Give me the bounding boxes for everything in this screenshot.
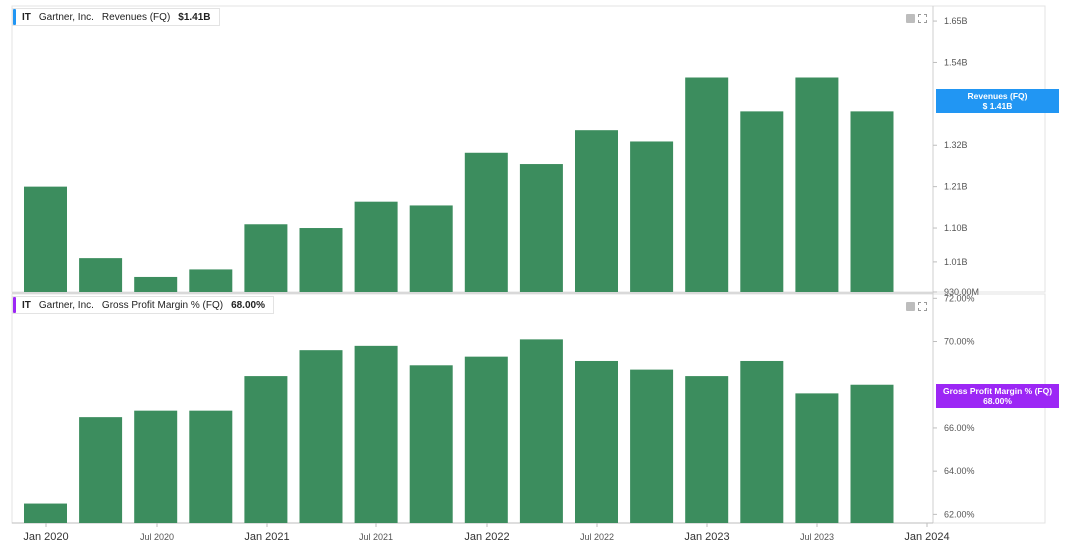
margin-ytick-label: 66.00% [944, 423, 975, 433]
download-icon[interactable] [906, 14, 915, 23]
x-tick-label: Jul 2023 [800, 532, 834, 542]
fullscreen-icon[interactable] [918, 302, 927, 311]
margin-ytick-label: 72.00% [944, 293, 975, 303]
margin-value: 68.00% [231, 299, 265, 311]
revenue-bar [519, 164, 563, 292]
margin-metric: Gross Profit Margin % (FQ) [101, 299, 224, 311]
margin-bar [134, 410, 178, 523]
margin-bar [630, 369, 674, 523]
margin-bar [575, 360, 618, 523]
revenue-tools [906, 14, 927, 23]
revenue-bar [575, 130, 618, 292]
margin-bar [464, 356, 508, 523]
revenue-value: $1.41B [178, 11, 211, 23]
margin-bar [354, 345, 398, 523]
revenue-ytick-label: 1.01B [944, 257, 968, 267]
revenue-callout-value: $ 1.41B [982, 101, 1013, 111]
revenue-bar [740, 111, 784, 292]
revenue-bar [685, 77, 729, 292]
margin-company: Gartner, Inc. [38, 299, 94, 311]
revenue-ytick-label: 1.21B [944, 182, 968, 192]
x-tick-label: Jul 2020 [140, 532, 174, 542]
revenue-bar [189, 269, 233, 292]
revenue-bar [630, 141, 674, 292]
margin-callout-label: Gross Profit Margin % (FQ) [942, 386, 1053, 396]
download-icon[interactable] [906, 302, 915, 311]
revenue-callout-label: Revenues (FQ) [967, 91, 1028, 101]
revenue-metric: Revenues (FQ) [101, 11, 171, 23]
revenue-ytick-label: 1.54B [944, 57, 968, 67]
revenue-bar [850, 111, 894, 292]
revenue-ytick-label: 930.00M [944, 287, 979, 297]
revenue-callout: Revenues (FQ) $ 1.41B [936, 89, 1059, 113]
margin-callout-value: 68.00% [983, 396, 1012, 406]
margin-bar [740, 360, 784, 523]
margin-ytick-label: 70.00% [944, 337, 975, 347]
revenue-ytick-label: 1.32B [944, 140, 968, 150]
fullscreen-icon[interactable] [918, 14, 927, 23]
margin-bar [850, 384, 894, 523]
x-tick-label: Jan 2021 [244, 531, 289, 543]
margin-bar [79, 417, 123, 523]
revenue-bar [299, 228, 343, 292]
revenue-bar [79, 258, 123, 292]
revenue-legend[interactable]: IT Gartner, Inc. Revenues (FQ) $1.41B [12, 8, 220, 26]
revenue-bar [354, 201, 398, 292]
x-tick-label: Jan 2023 [684, 531, 729, 543]
margin-bar [244, 376, 288, 523]
revenue-ytick-label: 1.65B [944, 16, 968, 26]
x-tick-label: Jan 2024 [904, 531, 949, 543]
x-tick-label: Jan 2022 [464, 531, 509, 543]
margin-bar [519, 339, 563, 523]
revenue-bar [464, 152, 508, 292]
margin-ytick-label: 62.00% [944, 509, 975, 519]
revenue-ticker: IT [22, 11, 31, 23]
x-tick-label: Jul 2021 [359, 532, 393, 542]
margin-bar [24, 503, 67, 523]
margin-bar [685, 376, 729, 523]
margin-legend[interactable]: IT Gartner, Inc. Gross Profit Margin % (… [12, 296, 274, 314]
revenue-bar [134, 276, 178, 292]
revenue-bar [24, 186, 67, 292]
revenue-color-swatch [13, 9, 16, 25]
margin-callout: Gross Profit Margin % (FQ) 68.00% [936, 384, 1059, 408]
margin-bar [409, 365, 453, 523]
margin-color-swatch [13, 297, 16, 313]
margin-tools [906, 302, 927, 311]
margin-bar [795, 393, 839, 523]
x-tick-label: Jan 2020 [23, 531, 68, 543]
margin-bar [299, 350, 343, 523]
margin-ticker: IT [22, 299, 31, 311]
revenue-bar [409, 205, 453, 292]
revenue-ytick-label: 1.10B [944, 223, 968, 233]
revenue-bar [244, 224, 288, 292]
revenue-company: Gartner, Inc. [38, 11, 94, 23]
margin-bar [189, 410, 233, 523]
x-tick-label: Jul 2022 [580, 532, 614, 542]
margin-ytick-label: 64.00% [944, 466, 975, 476]
revenue-bar [795, 77, 839, 292]
